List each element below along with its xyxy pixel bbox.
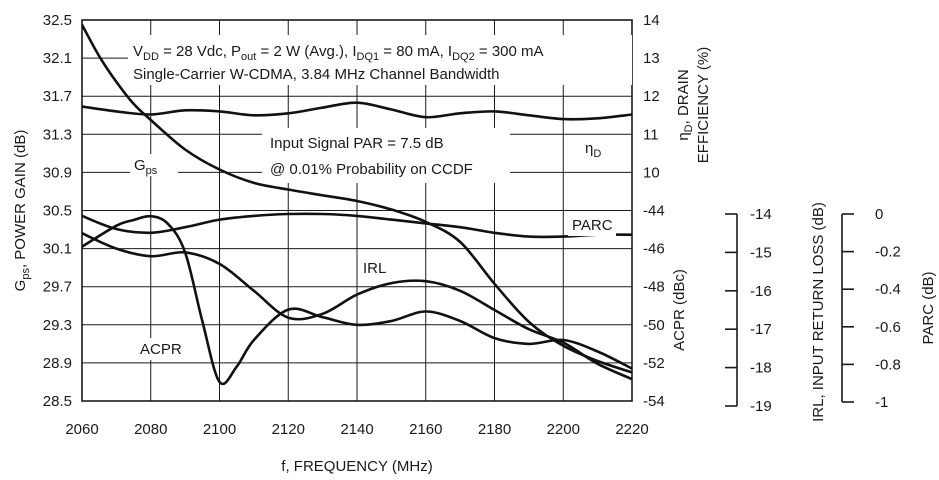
series-label-gps: Gps bbox=[134, 157, 158, 177]
par-line-2: @ 0.01% Probability on CCDF bbox=[270, 161, 473, 178]
y-parc-axis-label: PARC (dB) bbox=[920, 271, 937, 344]
y-parc-tick-label: -0.6 bbox=[875, 319, 901, 336]
conditions-line-1-part: = 300 mA bbox=[475, 43, 544, 60]
y-acpr-tick-label: -44 bbox=[643, 203, 665, 220]
y-efficiency-axis-label-part: η bbox=[675, 132, 692, 140]
series-label-acpr-part: ACPR bbox=[140, 341, 182, 358]
x-tick-label: 2200 bbox=[547, 421, 580, 438]
y-left-tick-label: 29.7 bbox=[43, 279, 72, 296]
par-background bbox=[262, 128, 510, 183]
conditions-line-1-part: DQ2 bbox=[452, 51, 475, 63]
y-efficiency-tick-label: 10 bbox=[643, 164, 660, 181]
series-label-acpr: ACPR bbox=[140, 341, 182, 358]
y-parc-tick-label: -0.8 bbox=[875, 356, 901, 373]
conditions-line-1-part: V bbox=[133, 43, 143, 60]
series-line-g-ps bbox=[82, 23, 632, 374]
series-line-parc bbox=[82, 212, 632, 239]
series-line-acpr bbox=[82, 214, 632, 386]
y-efficiency-tick-label: 13 bbox=[643, 50, 660, 67]
series-label-irl-part: IRL bbox=[363, 260, 386, 277]
y-parc-tick-label: -0.2 bbox=[875, 244, 901, 261]
x-tick-label: 2060 bbox=[65, 421, 98, 438]
y-acpr-axis-label: ACPR (dBc) bbox=[671, 269, 688, 351]
series-label-eta-d: ηD bbox=[585, 140, 601, 160]
series-label-eta-d-part: D bbox=[593, 148, 601, 160]
series-label-gps-part: G bbox=[134, 157, 146, 174]
conditions-line-1: VDD = 28 Vdc, Pout = 2 W (Avg.), IDQ1 = … bbox=[133, 43, 544, 63]
series-label-eta-d-part: η bbox=[585, 140, 593, 157]
conditions-background bbox=[128, 35, 632, 85]
conditions-line-1-part: = 28 Vdc, P bbox=[159, 43, 241, 60]
y-left-tick-label: 32.1 bbox=[43, 50, 72, 67]
y-efficiency-tick-label: 14 bbox=[643, 12, 660, 29]
series-label-parc: PARC bbox=[572, 217, 613, 234]
series-line--d bbox=[82, 101, 632, 121]
conditions-line-1-part: DQ1 bbox=[357, 51, 380, 63]
y-acpr-tick-label: -46 bbox=[643, 241, 665, 258]
conditions-line-1-part: out bbox=[241, 51, 256, 63]
y-left-axis-label-part: G bbox=[12, 280, 29, 292]
series-label-background bbox=[130, 154, 178, 176]
x-tick-label: 2120 bbox=[272, 421, 305, 438]
x-tick-label: 2080 bbox=[134, 421, 167, 438]
x-tick-label: 2220 bbox=[615, 421, 648, 438]
y-left-axis-label-part: ps bbox=[20, 268, 32, 280]
conditions-line-1-part: = 80 mA, I bbox=[379, 43, 452, 60]
y-left-tick-label: 30.5 bbox=[43, 203, 72, 220]
y-left-tick-label: 31.7 bbox=[43, 88, 72, 105]
y-efficiency-axis-label-part: , DRAIN bbox=[675, 69, 692, 124]
x-tick-label: 2180 bbox=[478, 421, 511, 438]
plot-frame bbox=[81, 19, 633, 402]
y-efficiency-axis-label-part: D bbox=[683, 124, 695, 132]
y-acpr-tick-label: -48 bbox=[643, 279, 665, 296]
x-tick-label: 2160 bbox=[409, 421, 442, 438]
y-irl-tick-label: -17 bbox=[750, 321, 772, 338]
y-left-tick-label: 28.5 bbox=[43, 393, 72, 410]
x-tick-label: 2100 bbox=[203, 421, 236, 438]
y-left-axis-label-part: , POWER GAIN (dB) bbox=[12, 130, 29, 268]
annotation-backgrounds bbox=[128, 35, 632, 360]
conditions-line-2: Single-Carrier W-CDMA, 3.84 MHz Channel … bbox=[133, 66, 500, 83]
x-axis-label: f, FREQUENCY (MHz) bbox=[281, 458, 432, 475]
series-label-parc-part: PARC bbox=[572, 217, 613, 234]
y-left-tick-label: 32.5 bbox=[43, 12, 72, 29]
y-efficiency-axis-label: EFFICIENCY (%) bbox=[695, 47, 712, 163]
series-label-gps-part: ps bbox=[146, 165, 158, 177]
y-left-tick-label: 29.3 bbox=[43, 317, 72, 334]
y-irl-axis-label: IRL, INPUT RETURN LOSS (dB) bbox=[810, 202, 827, 422]
y-irl-tick-label: -19 bbox=[750, 398, 772, 415]
y-irl-tick-label: -18 bbox=[750, 360, 772, 377]
conditions-line-1-part: = 2 W (Avg.), I bbox=[256, 43, 356, 60]
y-left-axis-label: Gps, POWER GAIN (dB) bbox=[12, 130, 32, 292]
y-efficiency-tick-label: 11 bbox=[643, 126, 659, 143]
y-irl-tick-label: -16 bbox=[750, 283, 772, 300]
y-left-tick-label: 30.9 bbox=[43, 164, 72, 181]
y-parc-tick-label: -1 bbox=[875, 394, 888, 411]
y-acpr-tick-label: -54 bbox=[643, 393, 665, 410]
y-parc-tick-label: 0 bbox=[875, 206, 883, 223]
y-left-tick-label: 31.3 bbox=[43, 126, 72, 143]
y-acpr-tick-label: -52 bbox=[643, 355, 665, 372]
series-label-background bbox=[359, 257, 399, 279]
series-label-background bbox=[136, 338, 184, 360]
series-line-irl bbox=[82, 231, 632, 381]
series-label-background bbox=[568, 214, 616, 236]
y-irl-tick-label: -14 bbox=[750, 206, 772, 223]
y-left-tick-label: 30.1 bbox=[43, 241, 72, 258]
conditions-line-1-part: DD bbox=[143, 51, 159, 63]
y-efficiency-tick-label: 12 bbox=[643, 88, 660, 105]
series-label-irl: IRL bbox=[363, 260, 386, 277]
series-label-background bbox=[581, 137, 621, 159]
y-left-tick-label: 28.9 bbox=[43, 355, 72, 372]
y-parc-tick-label: -0.4 bbox=[875, 281, 901, 298]
par-line-1: Input Signal PAR = 7.5 dB bbox=[270, 135, 444, 152]
y-irl-tick-label: -15 bbox=[750, 244, 772, 261]
y-acpr-tick-label: -50 bbox=[643, 317, 665, 334]
y-efficiency-axis-label: ηD, DRAIN bbox=[675, 69, 695, 140]
x-tick-label: 2140 bbox=[340, 421, 373, 438]
